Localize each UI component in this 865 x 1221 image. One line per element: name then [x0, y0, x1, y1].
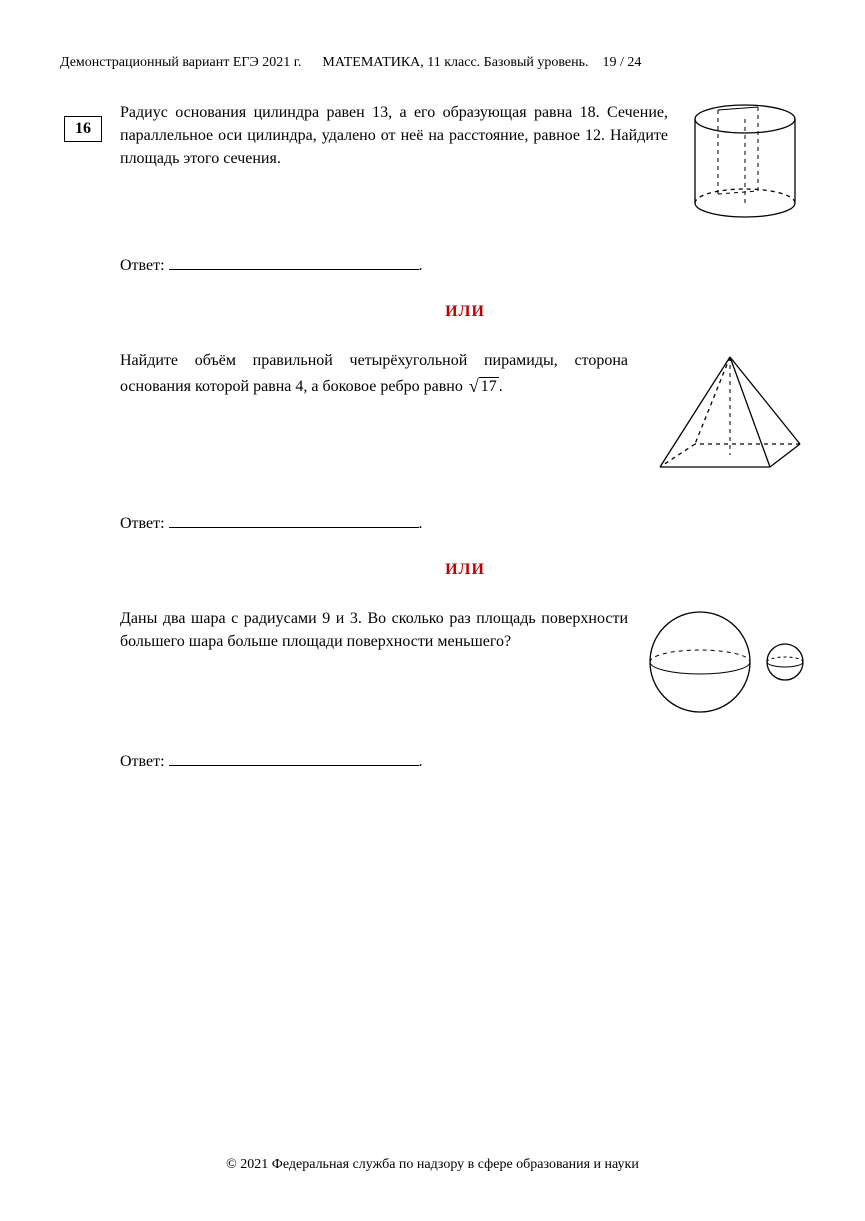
- or-separator-2: ИЛИ: [120, 561, 810, 579]
- answer-label: Ответ:: [120, 515, 165, 532]
- header-left: Демонстрационный вариант ЕГЭ 2021 г.: [60, 55, 301, 70]
- answer-blank: [169, 512, 419, 528]
- or-separator-1: ИЛИ: [120, 303, 810, 321]
- pyramid-icon: [640, 349, 810, 479]
- page-footer: © 2021 Федеральная служба по надзору в с…: [0, 1157, 865, 1173]
- answer-blank: [169, 254, 419, 270]
- header-page: 19 / 24: [603, 55, 642, 70]
- page: Демонстрационный вариант ЕГЭ 2021 г. МАТ…: [0, 0, 865, 1221]
- task-3-answer: Ответ: .: [120, 750, 810, 771]
- header-mid: МАТЕМАТИКА, 11 класс. Базовый уровень.: [322, 55, 588, 70]
- answer-blank: [169, 750, 419, 766]
- task-3-text: Даны два шара с радиусами 9 и 3. Во скол…: [120, 607, 640, 653]
- question-number: 16: [75, 120, 91, 137]
- content-column: Радиус основания цилиндра равен 13, а ег…: [120, 101, 810, 771]
- task-3-row: Даны два шара с радиусами 9 и 3. Во скол…: [120, 607, 810, 722]
- task-2-answer: Ответ: .: [120, 512, 810, 533]
- answer-label: Ответ:: [120, 753, 165, 770]
- spheres-icon: [640, 607, 810, 717]
- task-2-text: Найдите объём правильной четырёхугольной…: [120, 349, 640, 398]
- task-1-answer: Ответ: .: [120, 254, 810, 275]
- radicand: 17: [479, 377, 499, 395]
- task-1-row: Радиус основания цилиндра равен 13, а ег…: [120, 101, 810, 226]
- task-2-text-b: .: [499, 378, 503, 395]
- cylinder-icon: [680, 101, 810, 221]
- task-1-text: Радиус основания цилиндра равен 13, а ег…: [120, 101, 680, 171]
- task-2-row: Найдите объём правильной четырёхугольной…: [120, 349, 810, 484]
- cylinder-figure: [680, 101, 810, 226]
- page-header: Демонстрационный вариант ЕГЭ 2021 г. МАТ…: [60, 55, 805, 71]
- spheres-figure: [640, 607, 810, 722]
- task-2-text-a: Найдите объём правильной четырёхугольной…: [120, 352, 628, 395]
- answer-label: Ответ:: [120, 257, 165, 274]
- pyramid-figure: [640, 349, 810, 484]
- question-number-box: 16: [64, 116, 102, 142]
- sqrt-icon: 17: [467, 372, 499, 398]
